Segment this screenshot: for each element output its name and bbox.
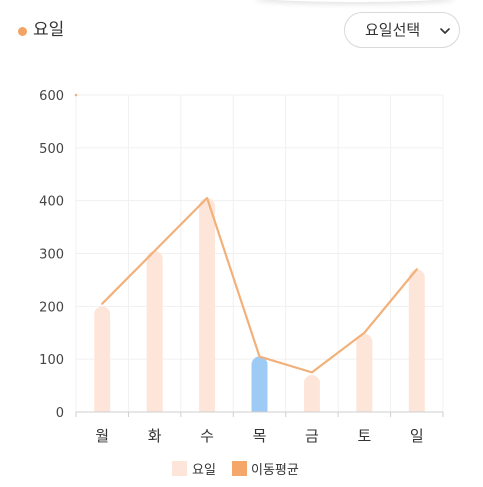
legend: 요일 이동평균 (172, 461, 299, 478)
x-tick-label: 금 (305, 427, 319, 445)
bar-7 (408, 269, 425, 412)
x-tick-label: 수 (200, 427, 214, 445)
x-tick-label: 토 (357, 427, 371, 445)
legend-label-bar: 요일 (192, 463, 216, 478)
bar-3 (199, 198, 216, 412)
bar-6 (356, 333, 373, 412)
y-tick-label: 100 (39, 353, 64, 368)
chart-title: 요일 (33, 20, 65, 40)
series-line-moving-average (101, 196, 418, 374)
bars (94, 198, 425, 412)
chart-header: 요일 요일선택 (0, 0, 483, 60)
x-tick-label: 목 (253, 427, 267, 445)
title-dot-icon (18, 27, 27, 36)
legend-swatch-line (232, 461, 247, 476)
day-select-dropdown[interactable]: 요일선택 (344, 12, 460, 48)
y-tick-label: 300 (39, 248, 64, 263)
y-axis-ticks: 0 100 200 300 400 500 600 (39, 89, 64, 421)
y-tick-label: 0 (56, 406, 64, 421)
x-tick-label: 월 (95, 427, 109, 445)
x-tick-label: 화 (148, 427, 162, 445)
x-tick-label: 일 (410, 427, 424, 445)
bar-4 (251, 356, 268, 412)
bar-5 (303, 375, 320, 412)
moving-average-line (101, 196, 418, 374)
grid-lines (74, 93, 444, 412)
y-tick-label: 500 (39, 142, 64, 157)
legend-swatch-bar (172, 461, 187, 476)
bar-line-chart: 0 100 200 300 400 500 600 월 화 수 목 금 토 일 요일 이동평균 (39, 89, 444, 478)
bar-1 (94, 306, 111, 412)
y-tick-label: 200 (39, 300, 64, 315)
bar-2 (146, 250, 163, 412)
y-tick-label: 600 (39, 89, 64, 104)
day-select-label: 요일선택 (365, 21, 421, 39)
legend-label-line: 이동평균 (251, 463, 299, 478)
axis-top-marker (74, 93, 78, 97)
chevron-down-icon (440, 28, 450, 34)
y-tick-label: 400 (39, 195, 64, 210)
